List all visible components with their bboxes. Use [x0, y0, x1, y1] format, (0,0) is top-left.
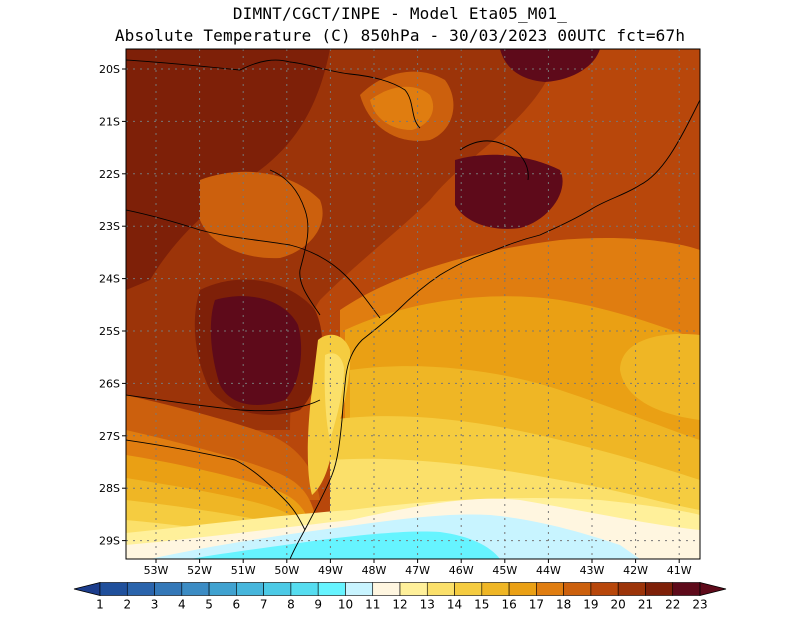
lat-label: 24S	[99, 273, 120, 286]
colorbar-cell	[208, 582, 237, 596]
lon-label: 47W	[405, 564, 430, 577]
colorbar-cell	[290, 582, 319, 596]
lon-label: 42W	[623, 564, 648, 577]
colorbar-cell	[563, 582, 592, 596]
lon-label: 41W	[667, 564, 692, 577]
lat-label: 27S	[99, 430, 120, 443]
colorbar-cell	[372, 582, 401, 596]
colorbar-label: 23	[692, 598, 707, 612]
colorbar-cell	[126, 582, 155, 596]
colorbar-label: 12	[392, 598, 407, 612]
colorbar-label: 2	[123, 598, 131, 612]
lon-label: 50W	[274, 564, 299, 577]
colorbar-cell	[672, 582, 701, 596]
colorbar-label: 11	[365, 598, 380, 612]
lon-label: 49W	[318, 564, 343, 577]
coastline	[126, 59, 700, 559]
graticule	[126, 49, 700, 559]
colorbar-cell	[236, 582, 264, 596]
map-frame	[125, 48, 701, 560]
lon-label: 53W	[144, 564, 169, 577]
colorbar-cell	[508, 582, 537, 596]
lat-label: 22S	[99, 168, 120, 181]
colorbar-cell	[263, 582, 292, 596]
temperature-field	[126, 49, 700, 559]
colorbar-label: 21	[638, 598, 653, 612]
latitude-labels: 20S 21S 22S 23S 24S 25S 26S 27S 28S 29S	[99, 63, 120, 548]
lon-label: 51W	[231, 564, 256, 577]
colorbar-label: 15	[474, 598, 489, 612]
lon-label: 44W	[536, 564, 561, 577]
colorbar-label: 6	[233, 598, 241, 612]
colorbar-cell	[481, 582, 510, 596]
lon-label: 43W	[580, 564, 605, 577]
colorbar-label: 22	[665, 598, 680, 612]
colorbar-cell	[426, 582, 455, 596]
colorbar-label: 1	[96, 598, 104, 612]
colorbar-label: 14	[447, 598, 462, 612]
lat-label: 25S	[99, 325, 120, 338]
colorbar-label: 20	[611, 598, 626, 612]
lat-label: 29S	[99, 535, 120, 548]
colorbar-cell	[317, 582, 346, 596]
longitude-labels: 53W 52W 51W 50W 49W 48W 47W 46W 45W 44W 43W 42W 41W	[144, 564, 692, 577]
colorbar-cell	[590, 582, 619, 596]
colorbar-label: 16	[501, 598, 516, 612]
lon-label: 52W	[187, 564, 212, 577]
colorbar-cell	[454, 582, 483, 596]
lat-label: 28S	[99, 482, 120, 495]
colorbar-label: 19	[583, 598, 598, 612]
colorbar-label: 13	[420, 598, 435, 612]
colorbar-label: 10	[338, 598, 353, 612]
lat-label: 20S	[99, 63, 120, 76]
colorbar-cell	[345, 582, 374, 596]
colorbar-cell	[399, 582, 428, 596]
lon-label: 45W	[492, 564, 517, 577]
lon-label: 46W	[449, 564, 474, 577]
map-title: DIMNT/CGCT/INPE - Model Eta05_M01_	[232, 4, 568, 23]
colorbar-label: 9	[314, 598, 322, 612]
colorbar-cell	[617, 582, 646, 596]
lon-label: 48W	[362, 564, 387, 577]
colorbar-label: 5	[205, 598, 213, 612]
colorbar-cell	[99, 582, 128, 596]
lat-label: 23S	[99, 220, 120, 233]
lat-label: 21S	[99, 115, 120, 128]
lat-label: 26S	[99, 377, 120, 390]
axis-ticks	[122, 68, 680, 563]
colorbar-cell	[536, 582, 564, 596]
colorbar-label: 7	[260, 598, 268, 612]
colorbar-label: 4	[178, 598, 186, 612]
colorbar-label: 18	[556, 598, 571, 612]
colorbar-arrow-left	[73, 581, 101, 597]
colorbar: 1 2 3 4 5 6 7 8 9 10 11 12 13 14 15 16 17 18 19 20 21 22 23	[73, 581, 727, 612]
colorbar-arrow-right	[699, 581, 727, 597]
colorbar-label: 17	[529, 598, 544, 612]
map-subtitle: Absolute Temperature (C) 850hPa - 30/03/…	[114, 26, 686, 45]
colorbar-label: 3	[151, 598, 159, 612]
colorbar-cell	[645, 582, 674, 596]
colorbar-cell	[154, 582, 183, 596]
colorbar-label: 8	[287, 598, 295, 612]
colorbar-cell	[181, 582, 210, 596]
